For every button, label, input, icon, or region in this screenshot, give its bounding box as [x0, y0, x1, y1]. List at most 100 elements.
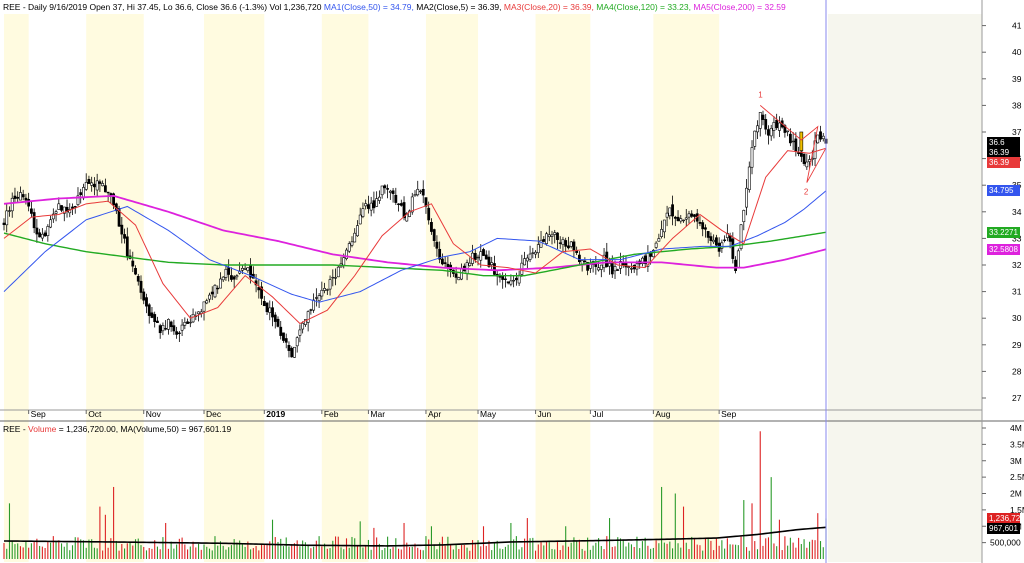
candle-body [323, 288, 326, 291]
volume-tick-label: 500,000 [990, 538, 1021, 548]
x-tick-label: Oct [88, 409, 102, 419]
candle-body [440, 258, 444, 265]
candle-body [356, 225, 359, 237]
candle-body [597, 267, 600, 271]
candle-body [580, 260, 584, 265]
y-tick-label: 30 [1012, 313, 1022, 323]
candle-body [701, 222, 705, 230]
candle-body [536, 244, 540, 254]
volume-prefix: REE - [3, 424, 29, 434]
candle-body [265, 302, 269, 313]
candle-body [775, 119, 779, 129]
candle-body [273, 314, 277, 322]
candle-body [704, 227, 707, 230]
x-tick-label: May [480, 409, 497, 419]
x-tick-label: Apr [428, 409, 441, 419]
candle-body [32, 212, 36, 229]
candle-body [734, 259, 737, 271]
candle-body [331, 276, 335, 279]
candle-body [525, 257, 529, 262]
candle-body [219, 278, 222, 289]
candle-body [460, 268, 463, 280]
candle-body [534, 251, 537, 255]
candle-body [306, 311, 310, 323]
candle-body [514, 277, 518, 281]
candle-body [739, 224, 743, 249]
month-band [425, 14, 479, 562]
candle-body [484, 254, 488, 260]
candle-body [482, 249, 485, 256]
candle-body [627, 266, 631, 268]
candle-body [665, 212, 669, 218]
candle-body [493, 263, 496, 275]
candle-body [76, 195, 80, 205]
candle-body [8, 210, 11, 212]
candle-body [216, 287, 220, 290]
candle-body [183, 322, 187, 326]
candle-body [172, 325, 176, 332]
candle-body [805, 161, 809, 168]
y-tick-label: 27 [1012, 393, 1022, 403]
header-info: - Daily 9/16/2019 Open 37, Hi 37.45, Lo … [20, 2, 324, 12]
y-tick-label: 28 [1012, 366, 1022, 376]
candle-body [49, 219, 52, 228]
y-tick-label: 29 [1012, 340, 1022, 350]
price-tag: 36.39 [987, 147, 1020, 159]
candle-body [819, 131, 822, 140]
x-tick-label: 2019 [266, 409, 285, 419]
candle-body [230, 275, 233, 280]
candle-body [490, 262, 494, 266]
volume-tag: 967,601 [987, 522, 1020, 534]
candle-body [16, 196, 20, 199]
x-tick-label: Jul [592, 409, 603, 419]
candle-body [435, 241, 439, 249]
candle-body [443, 262, 447, 264]
candle-body [788, 133, 792, 144]
candle-body [821, 135, 825, 140]
candle-body [547, 234, 551, 238]
candle-body [27, 199, 31, 207]
candle-body [139, 280, 143, 293]
candle-body [79, 192, 83, 195]
candle-body [668, 207, 672, 217]
candle-body [293, 346, 296, 358]
x-tick-label: Mar [370, 409, 385, 419]
price-tag: 32.5808 [987, 244, 1020, 256]
future-area [828, 14, 982, 562]
y-tick-label: 32 [1012, 260, 1022, 270]
y-tick-label: 34 [1012, 207, 1022, 217]
candle-body [312, 299, 316, 311]
candle-body [106, 191, 110, 194]
candle-body [186, 321, 189, 324]
candle-body [367, 204, 370, 209]
volume-tick-label: 4M [1010, 423, 1022, 433]
candle-body [158, 325, 162, 334]
candle-body [235, 275, 239, 278]
candle-body [243, 268, 247, 270]
candle-body [745, 187, 748, 208]
candle-body [364, 203, 368, 207]
candle-body [60, 205, 63, 211]
candle-body [761, 114, 765, 120]
candle-body [260, 286, 263, 299]
candle-body [142, 291, 146, 301]
candle-body [397, 203, 400, 205]
candle-body [758, 112, 762, 129]
candle-body [723, 239, 727, 241]
candle-body [720, 242, 724, 249]
candle-body [572, 241, 576, 251]
candle-body [202, 301, 206, 312]
volume-ma-line [3, 526, 827, 547]
candle-body [676, 216, 680, 222]
candle-body [150, 312, 154, 318]
candle-body [767, 129, 770, 136]
y-tick-label: 33 [1012, 233, 1022, 243]
month-bands [4, 14, 982, 562]
candle-body [353, 232, 357, 243]
candle-body [545, 233, 548, 244]
candle-body [416, 188, 420, 196]
candle-body [802, 153, 806, 164]
candle-body [290, 347, 294, 358]
ma4-label: MA4(Close,120) = 33.23, [593, 2, 691, 12]
candle-body [660, 229, 664, 237]
